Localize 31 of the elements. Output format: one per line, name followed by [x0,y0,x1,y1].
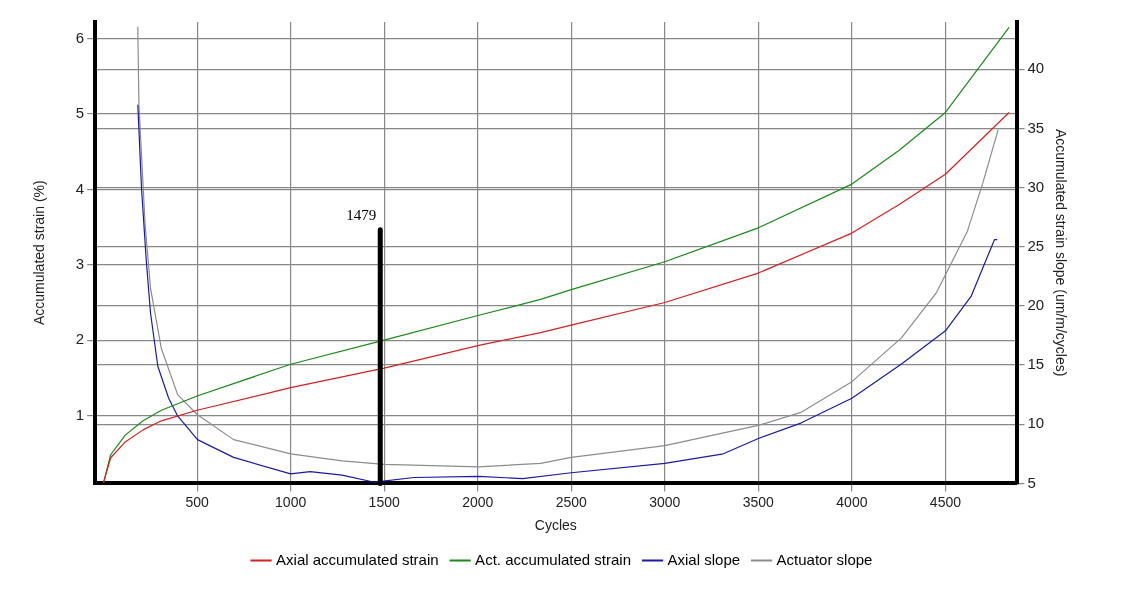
legend-label: Axial accumulated strain [276,550,439,568]
y2-tick-label: 30 [1027,177,1045,195]
x-tick-label: 2500 [555,493,588,510]
y2-axis-title: Accumulated strain slope (um/m/cycles) [1052,128,1069,377]
y2-tick-label: 35 [1027,118,1045,136]
x-tick-label: 2000 [462,493,494,510]
y-tick-label: 6 [75,28,85,46]
legend-label: Actuator slope [776,550,873,568]
y-axis-title: Accumulated strain (%) [31,180,48,326]
x-tick-label: 500 [185,493,209,510]
y2-tick-label: 5 [1027,473,1036,491]
y-tick-label: 3 [75,254,85,272]
y2-tick-label: 10 [1027,414,1045,432]
x-tick-label: 3000 [649,493,681,510]
x-tick-label: 1000 [275,493,307,510]
legend-label: Axial slope [667,550,741,568]
x-tick-label: 1500 [368,493,400,510]
y-tick-label: 2 [75,330,85,348]
y2-tick-label: 15 [1027,355,1045,373]
y2-tick-label: 25 [1027,236,1045,254]
x-axis-title: Cycles [534,517,577,534]
x-tick-label: 4500 [929,493,962,510]
y2-tick-label: 40 [1027,59,1045,77]
y-tick-label: 4 [75,179,85,197]
legend-label: Act. accumulated strain [475,550,632,568]
y-tick-label: 1 [75,405,85,423]
y-tick-label: 5 [75,104,85,122]
y2-tick-label: 20 [1027,296,1045,314]
x-tick-label: 4000 [836,493,868,510]
ref-line-label: 1479 [346,207,377,224]
x-tick-label: 3500 [742,493,775,510]
